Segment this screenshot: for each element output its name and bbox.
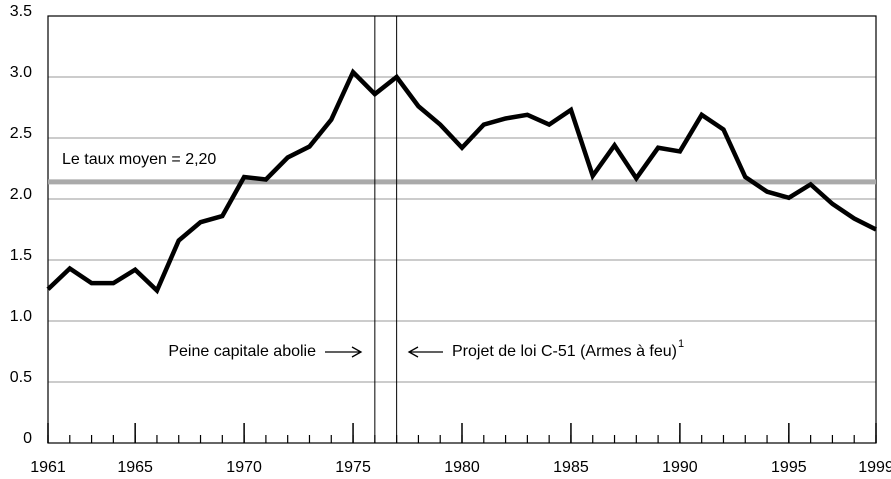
- y-tick-label: 2.5: [10, 125, 32, 142]
- event-label: Projet de loi C-51 (Armes à feu): [452, 343, 677, 360]
- arrow-head: [407, 346, 419, 358]
- y-tick-label: 3.0: [10, 64, 32, 81]
- x-tick-label: 1985: [553, 459, 589, 476]
- reference-label: Le taux moyen = 2,20: [62, 151, 216, 168]
- y-tick-label: 0: [23, 430, 32, 447]
- x-tick-label: 1975: [335, 459, 371, 476]
- x-tick-label: 1999: [858, 459, 891, 476]
- arrow-head: [351, 346, 363, 358]
- y-tick-label: 0.5: [10, 369, 32, 386]
- plot-frame: [47, 15, 877, 444]
- y-tick-label: 1.5: [10, 247, 32, 264]
- x-tick-label: 1961: [30, 459, 66, 476]
- footnote-mark: 1: [678, 338, 684, 350]
- event-label: Peine capitale abolie: [168, 343, 316, 360]
- x-tick-label: 1980: [444, 459, 480, 476]
- y-tick-label: 3.5: [10, 3, 32, 20]
- x-tick-label: 1970: [226, 459, 262, 476]
- x-tick-label: 1990: [662, 459, 698, 476]
- x-tick-label: 1965: [117, 459, 153, 476]
- y-tick-label: 1.0: [10, 308, 32, 325]
- data-line: [46, 68, 878, 295]
- x-tick-label: 1995: [771, 459, 807, 476]
- y-tick-label: 2.0: [10, 186, 32, 203]
